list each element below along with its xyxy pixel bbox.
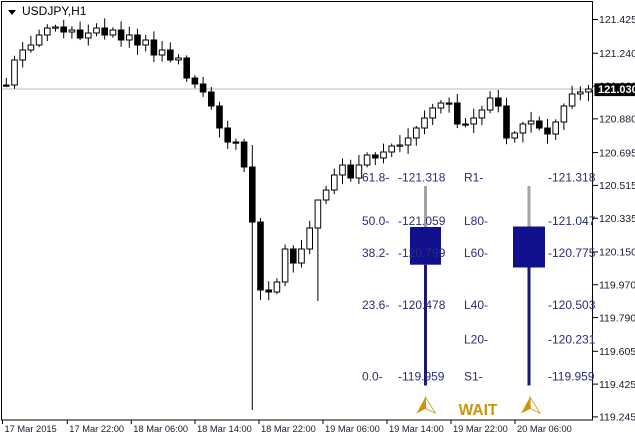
svg-text:USDJPY,H1: USDJPY,H1	[22, 4, 87, 18]
svg-text:50.0-: 50.0-	[362, 214, 389, 228]
svg-text:-121.059: -121.059	[398, 214, 446, 228]
svg-text:119.970: 119.970	[599, 279, 635, 291]
svg-text:-119.959: -119.959	[548, 369, 595, 383]
svg-text:-121.318: -121.318	[548, 171, 596, 185]
svg-text:19 Mar 14:00: 19 Mar 14:00	[389, 424, 444, 434]
svg-text:119.425: 119.425	[599, 379, 635, 391]
svg-text:18 Mar 22:00: 18 Mar 22:00	[261, 424, 316, 434]
svg-text:L60-: L60-	[464, 246, 488, 260]
svg-text:-120.478: -120.478	[398, 298, 446, 312]
svg-text:-121.047: -121.047	[548, 214, 596, 228]
svg-text:120.880: 120.880	[599, 114, 635, 126]
svg-text:19 Mar 22:00: 19 Mar 22:00	[453, 424, 508, 434]
svg-text:R1-: R1-	[464, 171, 483, 185]
svg-text:17 Mar 22:00: 17 Mar 22:00	[69, 424, 124, 434]
svg-text:-120.503: -120.503	[548, 298, 596, 312]
svg-text:121.240: 121.240	[599, 48, 635, 60]
svg-text:19 Mar 06:00: 19 Mar 06:00	[325, 424, 380, 434]
svg-text:L20-: L20-	[464, 333, 488, 347]
svg-text:L40-: L40-	[464, 298, 488, 312]
svg-text:L80-: L80-	[464, 214, 488, 228]
svg-text:17 Mar 2015: 17 Mar 2015	[5, 424, 57, 434]
svg-text:121.030: 121.030	[598, 84, 635, 96]
svg-text:121.425: 121.425	[599, 14, 635, 26]
svg-text:-120.231: -120.231	[548, 333, 596, 347]
svg-text:120.150: 120.150	[599, 247, 635, 259]
svg-text:61.8-: 61.8-	[362, 171, 389, 185]
svg-text:18 Mar 14:00: 18 Mar 14:00	[197, 424, 252, 434]
svg-text:23.6-: 23.6-	[362, 298, 389, 312]
svg-text:0.0-: 0.0-	[362, 369, 383, 383]
svg-text:-121.318: -121.318	[398, 171, 446, 185]
svg-text:-120.775: -120.775	[548, 246, 596, 260]
svg-text:119.605: 119.605	[599, 346, 635, 358]
svg-text:120.695: 120.695	[599, 147, 635, 159]
svg-text:120.515: 120.515	[599, 180, 635, 192]
svg-text:120.335: 120.335	[599, 213, 635, 225]
svg-text:119.245: 119.245	[599, 412, 635, 424]
svg-text:-119.959: -119.959	[398, 369, 445, 383]
svg-text:S1-: S1-	[464, 369, 483, 383]
svg-text:38.2-: 38.2-	[362, 246, 389, 260]
svg-text:18 Mar 06:00: 18 Mar 06:00	[133, 424, 188, 434]
svg-text:-120.799: -120.799	[398, 246, 446, 260]
svg-text:20 Mar 06:00: 20 Mar 06:00	[517, 424, 572, 434]
svg-text:119.790: 119.790	[599, 312, 635, 324]
svg-text:WAIT: WAIT	[459, 402, 498, 419]
